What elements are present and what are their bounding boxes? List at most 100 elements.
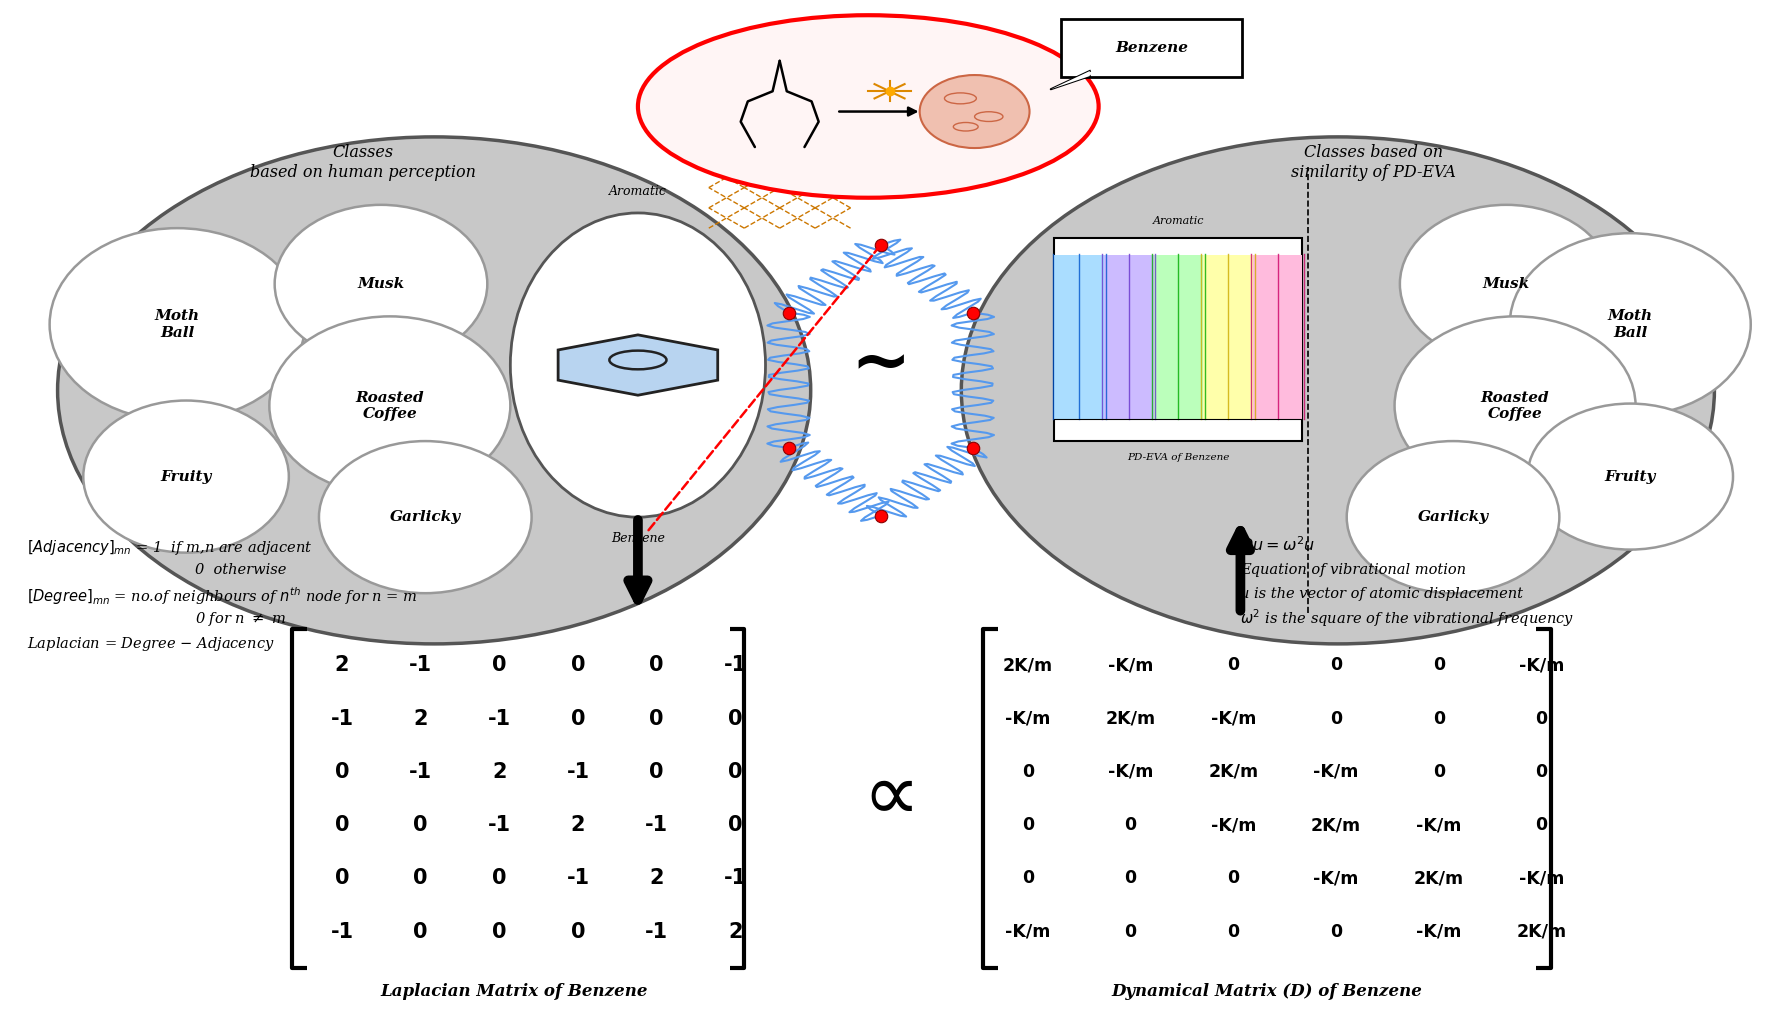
Text: Moth
Ball: Moth Ball [1607, 309, 1653, 340]
Ellipse shape [1395, 316, 1636, 495]
Text: 0: 0 [1022, 763, 1033, 781]
Text: $[Adjacency]_{mn}$ = 1  if m,n are adjacent: $[Adjacency]_{mn}$ = 1 if m,n are adjace… [27, 538, 312, 557]
Text: -1: -1 [567, 762, 590, 782]
Text: -K/m: -K/m [1210, 816, 1256, 835]
Text: 0: 0 [1228, 923, 1239, 941]
Text: Laplacian Matrix of Benzene: Laplacian Matrix of Benzene [381, 984, 647, 1000]
Text: -1: -1 [409, 655, 432, 675]
Ellipse shape [83, 401, 289, 553]
Text: 0: 0 [413, 868, 427, 888]
Text: ~: ~ [851, 331, 911, 400]
Text: 0: 0 [650, 655, 664, 675]
Text: -K/m: -K/m [1519, 869, 1565, 887]
Bar [1104, 255, 1154, 419]
Text: -K/m: -K/m [1416, 923, 1462, 941]
Text: Benzene: Benzene [611, 532, 664, 546]
Bar [1054, 255, 1104, 419]
Text: -1: -1 [723, 868, 748, 888]
Ellipse shape [319, 441, 532, 593]
Text: 0: 0 [413, 922, 427, 942]
Text: 2: 2 [335, 655, 349, 675]
Text: 0: 0 [1536, 816, 1547, 835]
Text: PD-EVA of Benzene: PD-EVA of Benzene [1127, 453, 1230, 462]
Text: -K/m: -K/m [1108, 763, 1154, 781]
Ellipse shape [1527, 404, 1733, 550]
Text: 0: 0 [728, 815, 742, 836]
Text: 2: 2 [493, 762, 507, 782]
Text: 0: 0 [335, 868, 349, 888]
Text: -K/m: -K/m [1519, 656, 1565, 674]
Text: 0: 0 [493, 655, 507, 675]
Text: 0: 0 [650, 709, 664, 729]
Text: 0: 0 [1434, 710, 1444, 728]
Text: Fruity: Fruity [161, 469, 211, 484]
Text: 2K/m: 2K/m [1106, 710, 1155, 728]
Text: 2K/m: 2K/m [1209, 763, 1258, 781]
Text: -1: -1 [487, 815, 510, 836]
Text: 0: 0 [650, 762, 664, 782]
Text: -1: -1 [409, 762, 432, 782]
Text: Classes based on
similarity of PD-EVA: Classes based on similarity of PD-EVA [1290, 144, 1457, 180]
Text: 0: 0 [1434, 763, 1444, 781]
Text: Aromatic: Aromatic [1152, 216, 1205, 226]
Text: -K/m: -K/m [1210, 710, 1256, 728]
Text: -K/m: -K/m [1005, 710, 1051, 728]
Text: 0: 0 [1536, 710, 1547, 728]
Text: 0: 0 [1536, 763, 1547, 781]
Text: 0: 0 [1228, 869, 1239, 887]
Text: $[Degree]_{mn}$ = no.of neighbours of $n^{th}$ node for n = m: $[Degree]_{mn}$ = no.of neighbours of $n… [27, 585, 416, 607]
Text: 2K/m: 2K/m [1311, 816, 1361, 835]
Text: 0: 0 [493, 868, 507, 888]
Text: 0: 0 [728, 709, 742, 729]
Text: 0: 0 [1125, 923, 1136, 941]
Text: Laplacian = Degree $-$ Adjacency: Laplacian = Degree $-$ Adjacency [27, 635, 275, 653]
Text: 0: 0 [571, 655, 585, 675]
Text: $\propto$: $\propto$ [847, 757, 914, 835]
Text: 0 for n $\neq$ m: 0 for n $\neq$ m [195, 609, 287, 628]
Ellipse shape [57, 137, 812, 644]
Text: -K/m: -K/m [1313, 869, 1359, 887]
Bar [1054, 238, 1302, 441]
Text: Garlicky: Garlicky [390, 510, 461, 524]
Text: -K/m: -K/m [1416, 816, 1462, 835]
Text: Musk: Musk [1483, 277, 1529, 291]
Text: $\omega^2$ is the square of the vibrational frequency: $\omega^2$ is the square of the vibratio… [1240, 607, 1575, 630]
Text: -1: -1 [487, 709, 510, 729]
Text: -1: -1 [645, 815, 668, 836]
Text: -K/m: -K/m [1313, 763, 1359, 781]
Text: Equation of vibrational motion: Equation of vibrational motion [1240, 563, 1467, 577]
Ellipse shape [920, 75, 1030, 148]
Text: 0: 0 [571, 709, 585, 729]
Text: Aromatic: Aromatic [610, 185, 666, 198]
Text: 0: 0 [1022, 869, 1033, 887]
Text: -K/m: -K/m [1108, 656, 1154, 674]
Text: $Du = \omega^2 u$: $Du = \omega^2 u$ [1240, 536, 1315, 555]
Text: 2K/m: 2K/m [1414, 869, 1464, 887]
Text: 0: 0 [1331, 656, 1341, 674]
Text: 0: 0 [1228, 656, 1239, 674]
Bar [1253, 255, 1302, 419]
Text: 0: 0 [335, 762, 349, 782]
Ellipse shape [275, 205, 487, 363]
Text: Dynamical Matrix (D) of Benzene: Dynamical Matrix (D) of Benzene [1111, 984, 1423, 1000]
Polygon shape [558, 335, 718, 395]
Ellipse shape [510, 213, 766, 517]
Text: -1: -1 [645, 922, 668, 942]
Text: 2: 2 [413, 709, 427, 729]
Text: 0: 0 [728, 762, 742, 782]
Text: Roasted
Coffee: Roasted Coffee [1481, 390, 1549, 421]
Text: -1: -1 [567, 868, 590, 888]
Text: 2: 2 [571, 815, 585, 836]
Text: 0: 0 [1022, 816, 1033, 835]
Text: Moth
Ball: Moth Ball [154, 309, 200, 340]
Text: Fruity: Fruity [1605, 469, 1655, 484]
FancyBboxPatch shape [1061, 19, 1242, 77]
Text: 2K/m: 2K/m [1003, 656, 1053, 674]
Text: u is the vector of atomic displacement: u is the vector of atomic displacement [1240, 587, 1524, 601]
Text: Classes
based on human perception: Classes based on human perception [250, 144, 477, 180]
Text: Musk: Musk [358, 277, 404, 291]
Text: 0  otherwise: 0 otherwise [195, 563, 287, 577]
Text: 0: 0 [1331, 710, 1341, 728]
Text: 0: 0 [335, 815, 349, 836]
Text: Roasted
Coffee: Roasted Coffee [356, 390, 424, 421]
